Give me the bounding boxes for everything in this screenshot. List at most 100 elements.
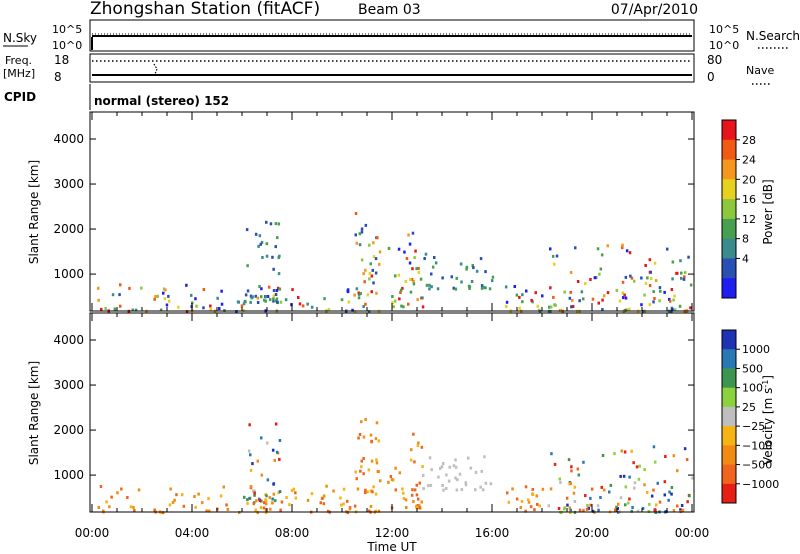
data-cell	[505, 300, 509, 304]
data-cell	[265, 242, 269, 246]
data-cell	[100, 307, 103, 311]
data-cell	[628, 497, 631, 501]
data-cell	[439, 466, 442, 470]
data-cell	[194, 505, 197, 509]
data-cell	[357, 436, 360, 440]
data-cell	[358, 433, 362, 436]
data-cell	[218, 307, 221, 311]
data-cell	[549, 487, 553, 491]
data-cell	[194, 297, 197, 301]
data-cell	[249, 300, 252, 304]
data-cell	[278, 254, 281, 258]
data-cell	[306, 498, 310, 502]
data-cell	[483, 455, 486, 459]
cpid-text: normal (stereo) 152	[94, 94, 229, 108]
data-cell	[364, 491, 367, 495]
data-cell	[278, 457, 281, 461]
data-cell	[678, 304, 682, 308]
data-cell	[447, 479, 451, 483]
colorbar-tick-label: 4	[742, 252, 749, 265]
data-cell	[536, 502, 539, 506]
data-cell	[415, 267, 418, 271]
data-cell	[601, 454, 605, 457]
freq-tick-top: 18	[54, 53, 69, 67]
data-cell	[459, 262, 463, 266]
data-cell	[412, 500, 415, 504]
data-cell	[688, 494, 691, 498]
data-cell	[633, 486, 636, 490]
data-cell	[551, 254, 555, 258]
data-cell	[294, 491, 297, 495]
data-cell	[364, 302, 367, 306]
data-cell	[358, 232, 362, 236]
data-cell	[519, 506, 522, 509]
data-cell	[648, 502, 651, 506]
data-cell	[394, 274, 397, 278]
data-cell	[105, 500, 108, 504]
nave-trace-dip	[153, 63, 158, 75]
data-cell	[415, 493, 419, 497]
data-cell	[420, 445, 424, 449]
data-cell	[285, 496, 288, 499]
data-cell	[620, 449, 623, 453]
data-cell	[422, 473, 425, 477]
data-cell	[513, 285, 516, 288]
search-tick-top: 10^5	[709, 23, 739, 36]
data-cell	[209, 304, 212, 308]
data-cell	[134, 308, 138, 312]
y-tick-label: 2000	[53, 222, 84, 236]
data-cell	[392, 478, 395, 482]
data-cell	[182, 504, 186, 508]
sky-tick-top: 10^5	[52, 23, 82, 36]
data-cell	[427, 484, 430, 488]
data-cell	[251, 295, 254, 299]
data-cell	[405, 257, 409, 260]
data-cell	[455, 488, 459, 492]
data-cell	[280, 500, 284, 504]
data-cell	[271, 501, 274, 505]
data-cell	[326, 509, 330, 513]
data-cell	[102, 509, 105, 513]
data-cell	[364, 223, 368, 227]
data-cell	[454, 465, 458, 469]
data-cell	[672, 298, 675, 302]
data-cell	[401, 487, 404, 491]
data-cell	[247, 449, 251, 453]
data-cell	[185, 310, 189, 314]
data-cell	[370, 274, 374, 278]
data-cell	[377, 470, 380, 474]
data-cell	[656, 481, 659, 485]
data-cell	[520, 499, 524, 503]
data-cell	[128, 286, 131, 290]
data-cell	[310, 492, 314, 496]
data-cell	[368, 277, 371, 281]
data-cell	[372, 485, 375, 489]
data-cell	[248, 496, 251, 500]
data-cell	[619, 496, 623, 500]
data-cell	[593, 276, 597, 280]
data-cell	[554, 303, 557, 307]
data-cell	[325, 484, 328, 488]
data-cell	[531, 487, 534, 491]
data-cell	[119, 304, 122, 308]
data-cell	[541, 294, 544, 298]
data-cell	[377, 509, 381, 513]
colorbar-swatch	[722, 179, 736, 200]
data-cell	[668, 297, 671, 301]
data-cell	[524, 485, 528, 489]
data-cell	[409, 458, 413, 462]
data-cell	[377, 439, 381, 443]
data-cell	[518, 306, 521, 310]
data-cell	[413, 256, 416, 260]
data-cell	[682, 277, 686, 281]
data-cell	[375, 291, 378, 295]
data-cell	[389, 475, 393, 478]
data-cell	[676, 469, 679, 473]
colorbar-swatch	[722, 349, 736, 369]
data-cell	[397, 273, 401, 277]
data-cell	[670, 288, 674, 291]
data-cell	[569, 270, 573, 274]
data-cell	[430, 285, 433, 289]
data-cell	[364, 268, 367, 272]
colorbar-tick-label: 12	[742, 213, 756, 226]
